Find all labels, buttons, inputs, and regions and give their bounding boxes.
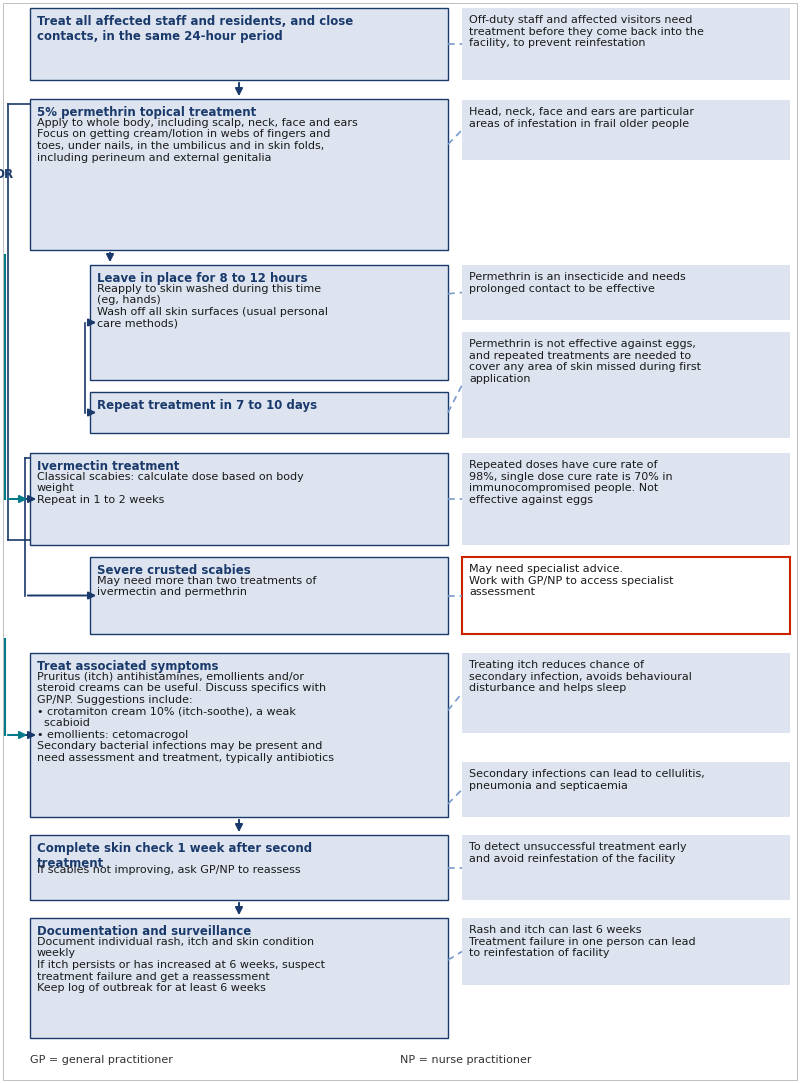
Bar: [30, 99, 448, 250]
Text: Secondary infections can lead to cellulitis,
pneumonia and septicaemia: Secondary infections can lead to celluli…: [469, 769, 705, 791]
Text: Apply to whole body, including scalp, neck, face and ears
Focus on getting cream: Apply to whole body, including scalp, ne…: [37, 118, 358, 162]
Text: NP = nurse practitioner: NP = nurse practitioner: [400, 1055, 531, 1065]
Text: Treating itch reduces chance of
secondary infection, avoids behavioural
disturba: Treating itch reduces chance of secondar…: [469, 660, 692, 693]
Text: Leave in place for 8 to 12 hours: Leave in place for 8 to 12 hours: [97, 272, 307, 285]
Text: OR: OR: [0, 168, 13, 181]
Bar: [462, 100, 790, 160]
Text: Document individual rash, itch and skin condition
weekly
If itch persists or has: Document individual rash, itch and skin …: [37, 937, 325, 993]
Text: May need specialist advice.
Work with GP/NP to access specialist
assessment: May need specialist advice. Work with GP…: [469, 564, 674, 597]
Text: Reapply to skin washed during this time
(eg, hands)
Wash off all skin surfaces (: Reapply to skin washed during this time …: [97, 284, 328, 328]
Bar: [462, 835, 790, 900]
Text: Severe crusted scabies: Severe crusted scabies: [97, 564, 250, 577]
Bar: [462, 762, 790, 817]
Bar: [30, 8, 448, 80]
Text: Documentation and surveillance: Documentation and surveillance: [37, 925, 251, 938]
Bar: [462, 653, 790, 733]
Bar: [462, 918, 790, 986]
Text: May need more than two treatments of
ivermectin and permethrin: May need more than two treatments of ive…: [97, 576, 316, 598]
Text: Off-duty staff and affected visitors need
treatment before they come back into t: Off-duty staff and affected visitors nee…: [469, 15, 704, 49]
Text: Permethrin is not effective against eggs,
and repeated treatments are needed to
: Permethrin is not effective against eggs…: [469, 339, 701, 383]
Bar: [30, 918, 448, 1038]
Bar: [462, 265, 790, 319]
Text: Permethrin is an insecticide and needs
prolonged contact to be effective: Permethrin is an insecticide and needs p…: [469, 272, 686, 293]
Text: 5% permethrin topical treatment: 5% permethrin topical treatment: [37, 106, 256, 119]
Bar: [462, 453, 790, 545]
Text: Treat associated symptoms: Treat associated symptoms: [37, 660, 218, 673]
Text: Pruritus (itch) antihistamines, emollients and/or
steroid creams can be useful. : Pruritus (itch) antihistamines, emollien…: [37, 671, 334, 762]
Text: Complete skin check 1 week after second
treatment: Complete skin check 1 week after second …: [37, 841, 312, 870]
Bar: [90, 392, 448, 433]
Bar: [462, 557, 790, 634]
Text: To detect unsuccessful treatment early
and avoid reinfestation of the facility: To detect unsuccessful treatment early a…: [469, 841, 686, 863]
Text: Ivermectin treatment: Ivermectin treatment: [37, 460, 179, 473]
Text: Classical scabies: calculate dose based on body
weight
Repeat in 1 to 2 weeks: Classical scabies: calculate dose based …: [37, 472, 304, 505]
Bar: [462, 332, 790, 438]
Bar: [90, 265, 448, 380]
Text: Treat all affected staff and residents, and close
contacts, in the same 24-hour : Treat all affected staff and residents, …: [37, 15, 354, 43]
Text: Rash and itch can last 6 weeks
Treatment failure in one person can lead
to reinf: Rash and itch can last 6 weeks Treatment…: [469, 925, 696, 958]
Text: Repeated doses have cure rate of
98%, single dose cure rate is 70% in
immunocomp: Repeated doses have cure rate of 98%, si…: [469, 460, 673, 505]
Text: GP = general practitioner: GP = general practitioner: [30, 1055, 173, 1065]
Text: Head, neck, face and ears are particular
areas of infestation in frail older peo: Head, neck, face and ears are particular…: [469, 107, 694, 129]
Bar: [90, 557, 448, 634]
Bar: [30, 653, 448, 817]
Text: If scabies not improving, ask GP/NP to reassess: If scabies not improving, ask GP/NP to r…: [37, 865, 301, 875]
Bar: [462, 8, 790, 80]
Bar: [30, 835, 448, 900]
Text: Repeat treatment in 7 to 10 days: Repeat treatment in 7 to 10 days: [97, 399, 317, 412]
Bar: [30, 453, 448, 545]
